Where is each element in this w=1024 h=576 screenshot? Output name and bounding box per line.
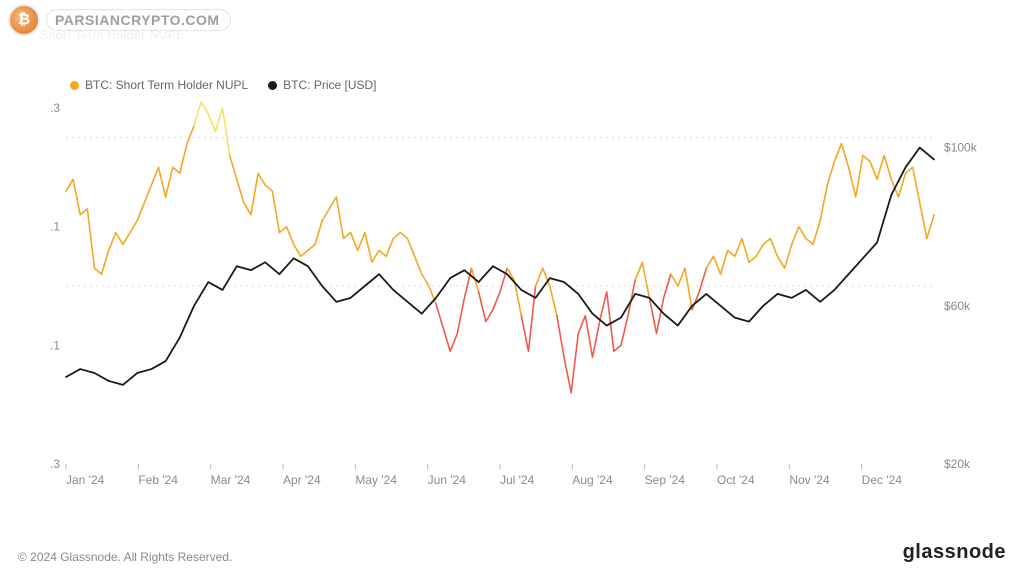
subtitle-ghost: Short Term Holder NUPL xyxy=(40,28,184,42)
svg-text:$20k: $20k xyxy=(944,457,971,471)
svg-text:Aug '24: Aug '24 xyxy=(572,473,613,487)
chart-area: -0.3 -0.1 0.1 0.3 $100k $60k $20k Jan '24 Feb '2… xyxy=(50,96,980,500)
svg-text:Mar '24: Mar '24 xyxy=(211,473,251,487)
svg-text:Jun '24: Jun '24 xyxy=(428,473,467,487)
svg-text:Sep '24: Sep '24 xyxy=(645,473,686,487)
bitcoin-badge-icon xyxy=(8,4,40,36)
legend-item-nupl: BTC: Short Term Holder NUPL xyxy=(70,78,248,92)
svg-text:Apr '24: Apr '24 xyxy=(283,473,321,487)
svg-text:Oct '24: Oct '24 xyxy=(717,473,755,487)
svg-text:$60k: $60k xyxy=(944,299,971,313)
svg-text:0.3: 0.3 xyxy=(50,101,60,115)
copyright-text: © 2024 Glassnode. All Rights Reserved. xyxy=(18,550,232,564)
chart-svg: -0.3 -0.1 0.1 0.3 $100k $60k $20k Jan '24 Feb '2… xyxy=(50,96,980,500)
svg-text:Jul '24: Jul '24 xyxy=(500,473,535,487)
svg-text:Dec '24: Dec '24 xyxy=(862,473,903,487)
svg-text:Feb '24: Feb '24 xyxy=(138,473,178,487)
svg-text:$100k: $100k xyxy=(944,141,978,155)
legend-label-price: BTC: Price [USD] xyxy=(283,78,376,92)
svg-text:0.1: 0.1 xyxy=(50,220,60,234)
legend-dot-nupl xyxy=(70,81,79,90)
legend-dot-price xyxy=(268,81,277,90)
svg-text:Jan '24: Jan '24 xyxy=(66,473,105,487)
svg-text:May '24: May '24 xyxy=(355,473,397,487)
svg-text:-0.1: -0.1 xyxy=(50,338,60,352)
svg-text:-0.3: -0.3 xyxy=(50,457,60,471)
brand-logo-text: glassnode xyxy=(903,541,1006,564)
svg-text:Nov '24: Nov '24 xyxy=(789,473,830,487)
legend-label-nupl: BTC: Short Term Holder NUPL xyxy=(85,78,248,92)
footer: © 2024 Glassnode. All Rights Reserved. g… xyxy=(18,541,1006,564)
legend-item-price: BTC: Price [USD] xyxy=(268,78,376,92)
chart-legend: BTC: Short Term Holder NUPL BTC: Price [… xyxy=(70,78,377,92)
